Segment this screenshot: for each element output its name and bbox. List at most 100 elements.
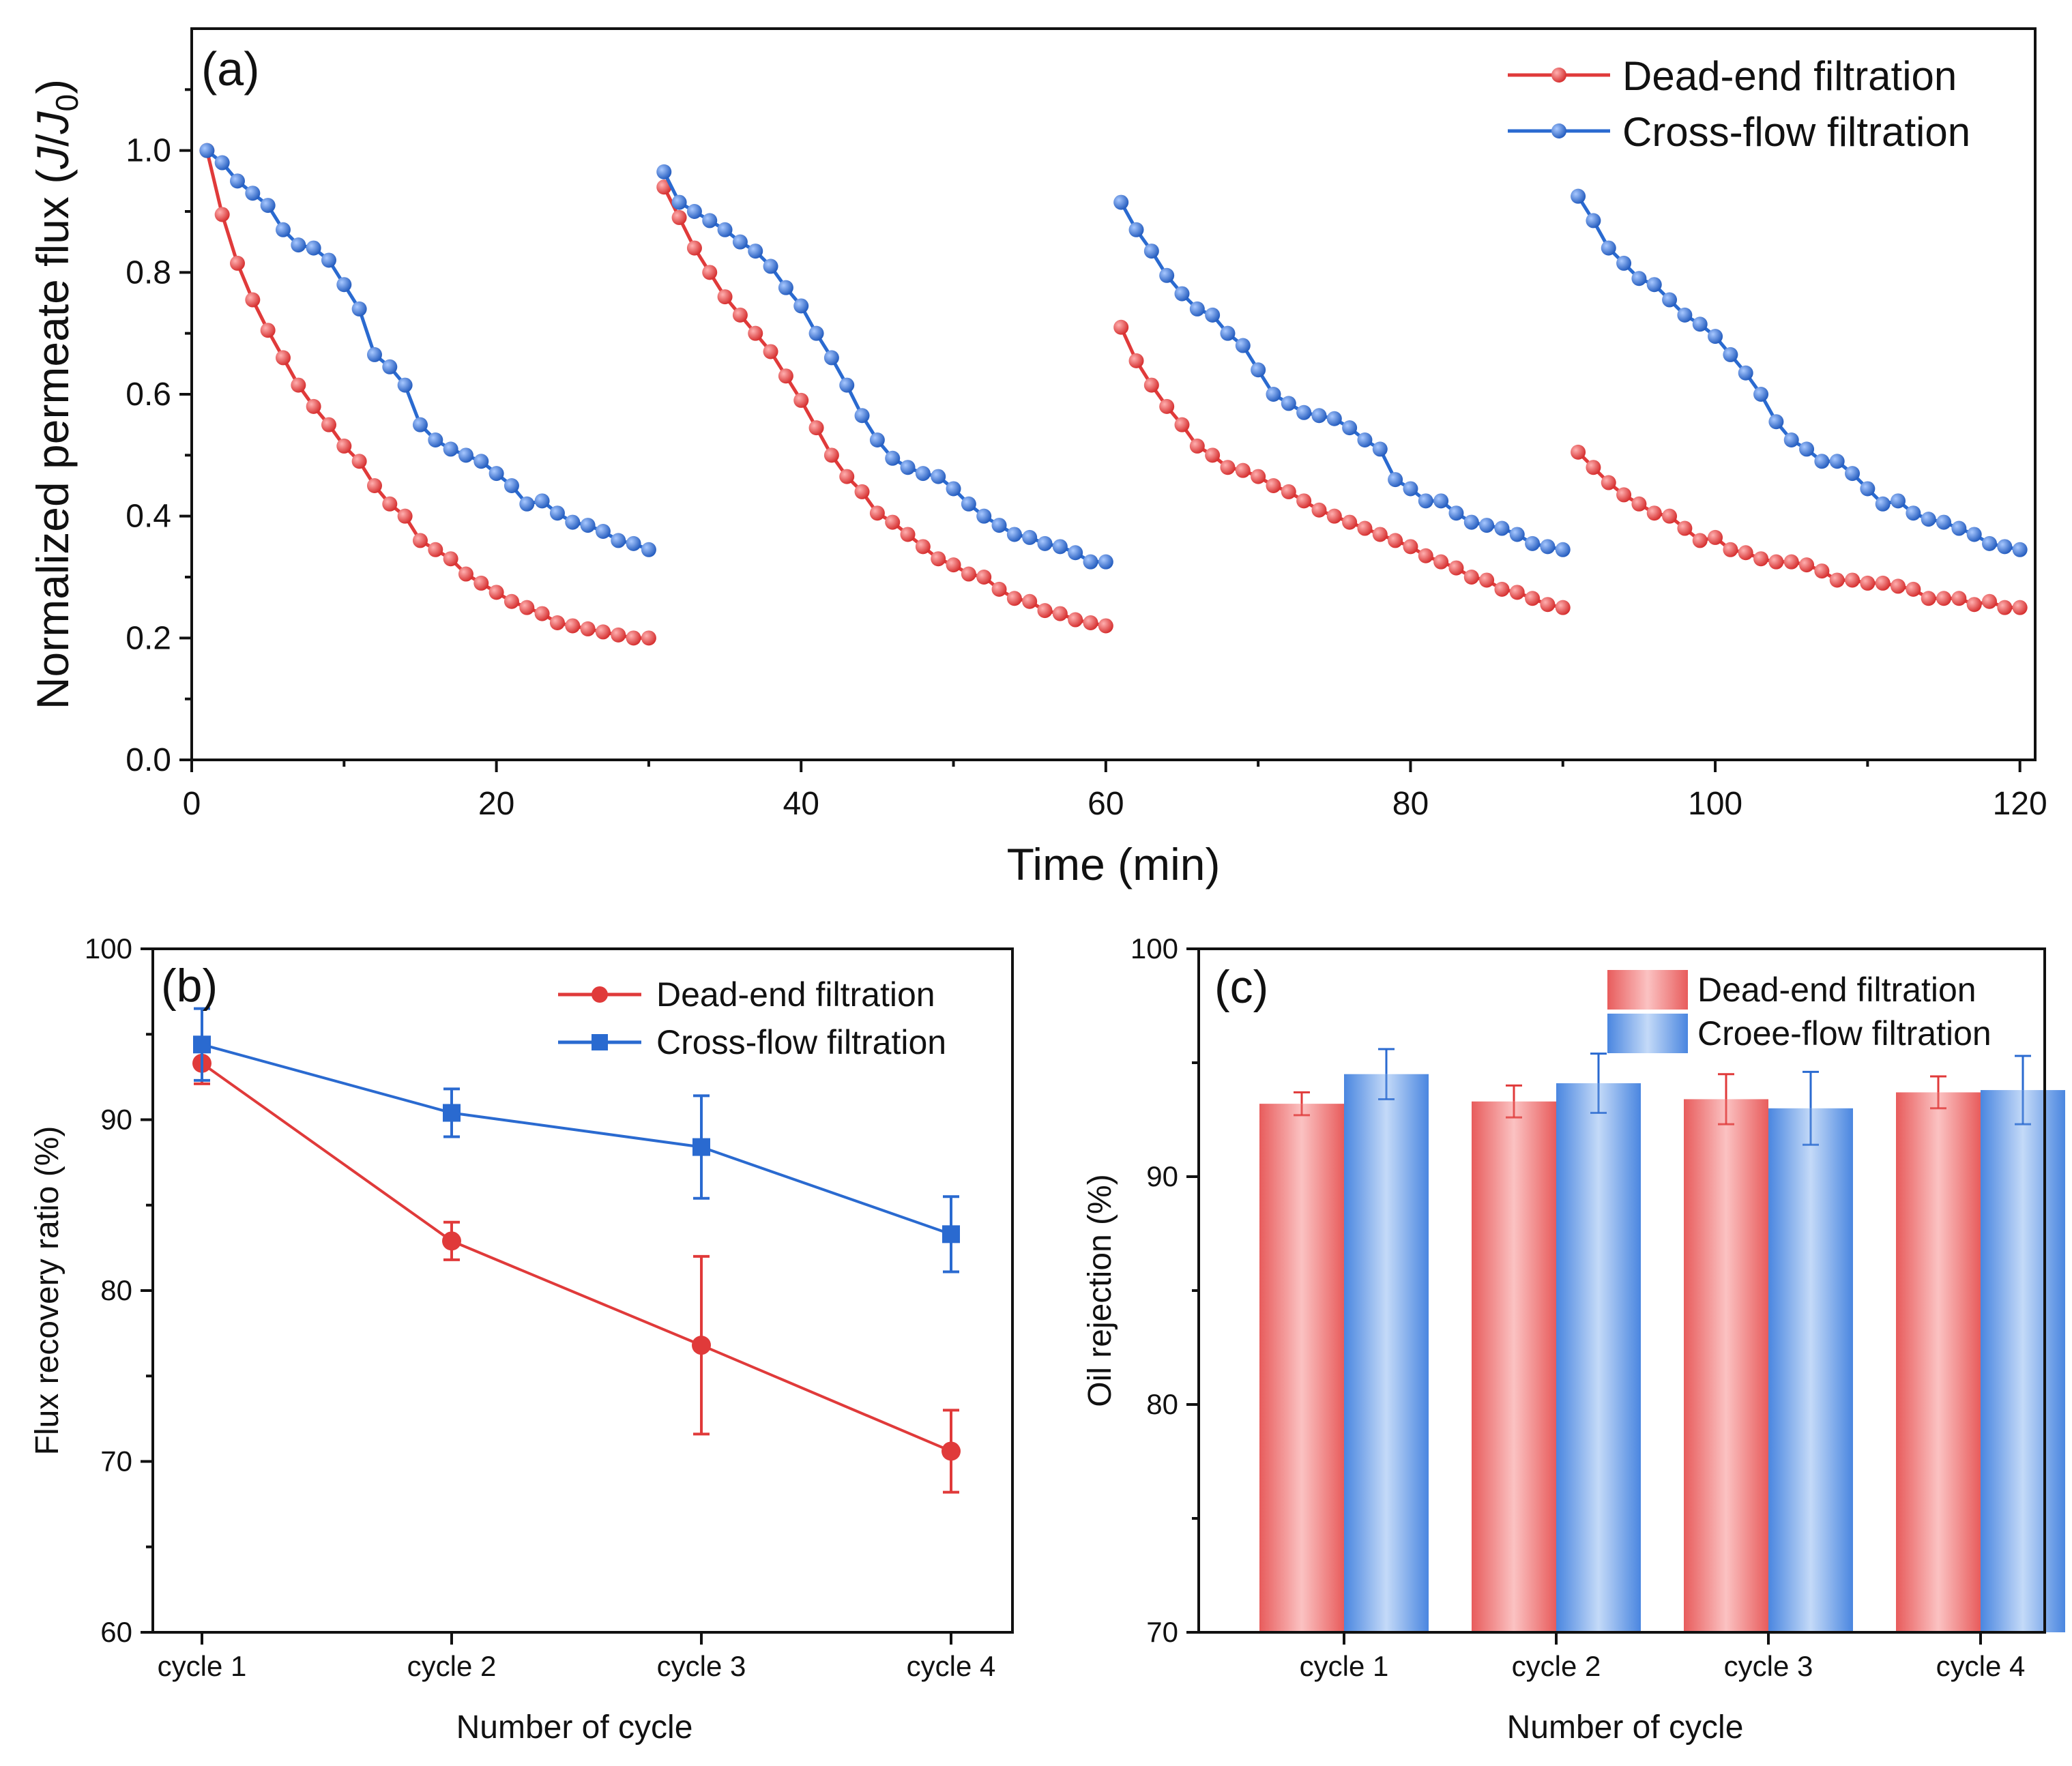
panel-a-data-point-0 bbox=[1768, 554, 1784, 570]
panel-a-data-point-0 bbox=[793, 392, 809, 408]
panel-a-data-point-0 bbox=[1662, 508, 1678, 524]
panel-a-data-point-0 bbox=[504, 593, 519, 609]
panel-a-data-point-1 bbox=[1571, 188, 1586, 204]
panel-a-data-point-0 bbox=[656, 179, 672, 195]
panel-a-data-point-1 bbox=[1891, 493, 1906, 509]
panel-a-data-point-0 bbox=[412, 533, 428, 548]
panel-a-data-point-0 bbox=[260, 323, 276, 338]
panel-a-data-point-0 bbox=[611, 627, 626, 643]
panel-c-bar-0 bbox=[1259, 1104, 1344, 1632]
panel-a-data-point-1 bbox=[1143, 244, 1159, 259]
panel-a-data-point-0 bbox=[291, 377, 306, 393]
panel-a-data-point-1 bbox=[214, 155, 230, 171]
panel-a-line-chart: 0 20 40 60 80 100 120 0.0 0.2 0.4 0.6 0.8 1.0 (a) Ti… bbox=[27, 27, 2047, 889]
panel-b-y-tick-label: 90 bbox=[100, 1104, 132, 1136]
panel-c-bar-1 bbox=[1981, 1090, 2065, 1632]
panel-b-legend-label-dead-end: Dead-end filtration bbox=[656, 975, 935, 1014]
panel-a-series-line-0 bbox=[1119, 326, 1564, 610]
panel-a-data-point-0 bbox=[1982, 593, 1998, 609]
panel-a-data-point-1 bbox=[336, 277, 352, 293]
panel-a-y-title-j0: J bbox=[27, 111, 78, 134]
panel-b-series bbox=[192, 1007, 961, 1494]
panel-a-data-point-1 bbox=[1022, 529, 1038, 545]
panel-c-y-title: Oil rejection (%) bbox=[1082, 1174, 1118, 1407]
panel-a-x-tick-label: 20 bbox=[478, 786, 514, 822]
panel-b-ticks: 60 70 80 90 100 cycle 1 cycle 2 cycle 3 cycle 4 bbox=[85, 932, 995, 1682]
panel-a-data-point-1 bbox=[626, 535, 641, 551]
panel-a-data-point-1 bbox=[976, 508, 992, 524]
panel-a-data-point-0 bbox=[900, 527, 916, 542]
panel-c-x-title: Number of cycle bbox=[1507, 1709, 1744, 1746]
panel-a-data-point-1 bbox=[991, 518, 1007, 533]
panel-a-data-point-0 bbox=[717, 289, 733, 305]
panel-b-data-point-1 bbox=[692, 1138, 710, 1156]
panel-a-data-point-1 bbox=[702, 213, 718, 229]
panel-a-data-point-1 bbox=[656, 164, 672, 179]
panel-a-data-point-1 bbox=[1860, 481, 1876, 497]
panel-a-y-tick-label: 0.6 bbox=[126, 377, 171, 413]
panel-c-y-tick-label: 70 bbox=[1146, 1616, 1178, 1648]
panel-a-data-point-0 bbox=[1845, 572, 1861, 588]
panel-a-data-point-1 bbox=[291, 237, 306, 253]
panel-a-data-point-1 bbox=[1388, 472, 1403, 488]
panel-a-data-point-0 bbox=[1509, 585, 1525, 600]
panel-a-data-point-1 bbox=[961, 496, 976, 512]
panel-c-bar-0 bbox=[1472, 1101, 1556, 1632]
panel-a-data-point-1 bbox=[306, 240, 321, 256]
panel-a-y-tick-label: 0.8 bbox=[126, 254, 171, 291]
panel-a-data-point-0 bbox=[1418, 548, 1433, 563]
panel-a-data-point-0 bbox=[1235, 462, 1251, 478]
panel-a-data-point-1 bbox=[763, 259, 778, 274]
panel-a-data-point-1 bbox=[1494, 520, 1510, 536]
panel-a-data-point-1 bbox=[1677, 307, 1693, 323]
panel-a-data-point-1 bbox=[839, 377, 855, 393]
panel-a-data-point-1 bbox=[1311, 408, 1327, 424]
panel-b-x-tick-label: cycle 2 bbox=[407, 1650, 497, 1682]
panel-a-data-point-0 bbox=[1555, 600, 1571, 615]
panel-a-data-point-0 bbox=[1966, 597, 1982, 613]
panel-a-data-point-1 bbox=[366, 347, 382, 362]
panel-a-data-point-0 bbox=[321, 417, 336, 432]
panel-b-legend-marker-dead-end bbox=[592, 986, 608, 1003]
panel-c-ticks: 70 80 90 100 cycle 1 cycle 2 cycle 3 cycle 4 bbox=[1130, 932, 2025, 1682]
panel-a-legend-marker-dead-end bbox=[1551, 68, 1566, 83]
panel-a-legend-label-cross-flow: Cross-flow filtration bbox=[1622, 109, 1970, 155]
panel-a-data-point-0 bbox=[1692, 533, 1708, 548]
panel-a-data-point-1 bbox=[549, 505, 565, 521]
panel-a-data-point-1 bbox=[351, 301, 367, 317]
panel-a-data-point-1 bbox=[1098, 554, 1113, 570]
panel-a-series-line-0 bbox=[205, 150, 649, 640]
panel-a-data-point-1 bbox=[2012, 542, 2028, 557]
panel-a-data-point-0 bbox=[458, 566, 473, 582]
panel-a-data-point-0 bbox=[1372, 527, 1388, 542]
panel-a-ticks: 0 20 40 60 80 100 120 0.0 0.2 0.4 0.6 0.8 1.0 bbox=[126, 88, 2047, 822]
panel-a-data-point-0 bbox=[1281, 484, 1296, 499]
panel-a-data-point-0 bbox=[1891, 578, 1906, 594]
panel-a-data-point-1 bbox=[1296, 404, 1312, 420]
panel-b-data-point-0 bbox=[942, 1441, 961, 1461]
panel-a-data-point-0 bbox=[1906, 581, 1921, 597]
panel-a-data-point-0 bbox=[702, 265, 718, 280]
panel-a-data-point-1 bbox=[1662, 292, 1678, 308]
panel-a-data-point-0 bbox=[1342, 514, 1358, 530]
panel-a-data-point-0 bbox=[488, 585, 504, 600]
panel-a-data-point-1 bbox=[1525, 535, 1541, 551]
panel-a-data-point-0 bbox=[1936, 591, 1952, 606]
panel-a-data-point-1 bbox=[1586, 213, 1601, 229]
panel-a-data-point-1 bbox=[1372, 441, 1388, 457]
panel-c-legend-swatch-cross-flow bbox=[1607, 1014, 1688, 1053]
panel-b-x-tick-label: cycle 3 bbox=[657, 1650, 746, 1682]
panel-a-data-point-0 bbox=[961, 566, 976, 582]
panel-b-data-point-1 bbox=[443, 1104, 461, 1122]
panel-a-data-point-1 bbox=[1189, 301, 1205, 317]
panel-a-data-point-1 bbox=[1006, 527, 1022, 542]
panel-a-data-point-0 bbox=[1494, 581, 1510, 597]
panel-a-data-point-1 bbox=[443, 441, 458, 457]
panel-a-data-point-0 bbox=[1525, 591, 1541, 606]
panel-c-letter: (c) bbox=[1214, 961, 1268, 1013]
panel-a-x-tick-label: 80 bbox=[1392, 786, 1429, 822]
panel-a-legend: Dead-end filtration Cross-flow filtratio… bbox=[1508, 53, 1970, 155]
panel-a-data-point-0 bbox=[686, 240, 702, 256]
panel-a-legend-marker-cross-flow bbox=[1551, 123, 1566, 138]
panel-a-data-point-0 bbox=[428, 542, 443, 557]
